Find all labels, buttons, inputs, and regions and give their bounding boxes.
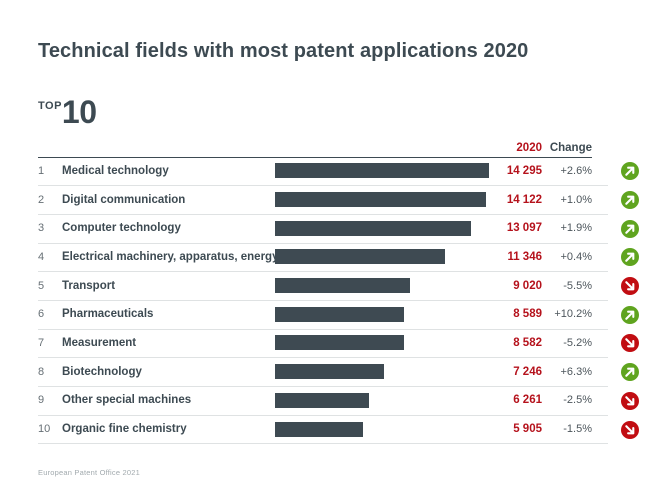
value-2020: 14 295 xyxy=(506,164,542,177)
value-bar xyxy=(275,306,404,322)
table-row: 2 Digital communication 14 122 +1.0% xyxy=(38,186,639,215)
field-label: Transport xyxy=(62,279,116,292)
field-label: Organic fine chemistry xyxy=(62,423,187,436)
table-row: 1 Medical technology 14 295 +2.6% xyxy=(38,157,639,187)
page-title: Technical fields with most patent applic… xyxy=(38,40,529,62)
trend-up-icon xyxy=(621,248,639,267)
change-percent: -5.5% xyxy=(563,279,592,292)
field-label: Medical technology xyxy=(62,164,169,177)
field-label: Computer technology xyxy=(62,222,181,235)
trend-down-icon xyxy=(621,391,639,410)
source-caption: European Patent Office 2021 xyxy=(38,467,140,477)
value-2020: 8 589 xyxy=(513,308,542,321)
value-bar xyxy=(275,163,489,179)
value-bar xyxy=(275,220,472,236)
change-percent: +1.0% xyxy=(560,193,593,206)
table-row: 8 Biotechnology 7 246 +6.3% xyxy=(38,358,639,387)
field-label: Pharmaceuticals xyxy=(62,308,154,321)
trend-down-icon xyxy=(621,277,639,296)
rank-number: 4 xyxy=(38,250,45,263)
table-header-row: 2020 Change xyxy=(38,140,623,158)
trend-up-icon xyxy=(621,191,639,210)
rank-number: 9 xyxy=(38,394,45,407)
change-percent: +1.9% xyxy=(560,222,593,235)
change-percent: -5.2% xyxy=(563,336,592,349)
change-percent: +6.3% xyxy=(560,365,593,378)
change-percent: +2.6% xyxy=(560,164,593,177)
rank-number: 7 xyxy=(38,336,45,349)
value-2020: 5 905 xyxy=(513,423,542,436)
trend-down-icon xyxy=(621,420,639,439)
rank-number: 2 xyxy=(38,193,45,206)
value-bar xyxy=(275,421,364,437)
column-header-2020: 2020 xyxy=(516,142,542,154)
rank-number: 8 xyxy=(38,365,45,378)
value-bar xyxy=(275,192,487,208)
change-percent: -1.5% xyxy=(563,423,592,436)
rank-number: 5 xyxy=(38,279,45,292)
field-label: Other special machines xyxy=(62,394,192,407)
ranking-table: 2020 Change 1 Medical technology 14 295 … xyxy=(38,140,639,445)
table-row: 7 Measurement 8 582 -5.2% xyxy=(38,329,639,359)
value-2020: 9 020 xyxy=(513,279,542,292)
column-header-change: Change xyxy=(549,142,592,154)
change-percent: +0.4% xyxy=(560,250,593,263)
value-bar xyxy=(275,364,384,380)
table-body: 1 Medical technology 14 295 +2.6% 2 Digi… xyxy=(38,157,639,445)
top10-word: TOP xyxy=(38,100,62,112)
change-percent: -2.5% xyxy=(563,394,592,407)
table-row: 5 Transport 9 020 -5.5% xyxy=(38,272,639,301)
top10-number: 10 xyxy=(61,94,97,130)
value-bar xyxy=(275,249,445,265)
value-bar xyxy=(275,335,404,351)
change-percent: +10.2% xyxy=(554,308,592,321)
value-2020: 7 246 xyxy=(513,365,542,378)
rank-number: 10 xyxy=(38,423,51,436)
field-label: Digital communication xyxy=(62,193,186,206)
trend-up-icon xyxy=(621,219,639,238)
header-spacer-icon xyxy=(587,140,605,158)
field-label: Electrical machinery, apparatus, energy xyxy=(62,250,279,263)
table-row: 10 Organic fine chemistry 5 905 -1.5% xyxy=(38,415,639,445)
value-2020: 8 582 xyxy=(513,336,542,349)
trend-up-icon xyxy=(621,305,639,324)
table-row: 9 Other special machines 6 261 -2.5% xyxy=(38,387,639,416)
value-2020: 13 097 xyxy=(506,222,542,235)
rank-number: 1 xyxy=(38,164,45,177)
value-2020: 6 261 xyxy=(513,394,542,407)
value-2020: 11 346 xyxy=(507,250,542,263)
value-bar xyxy=(275,278,410,294)
field-label: Biotechnology xyxy=(62,365,142,378)
rank-number: 3 xyxy=(38,222,45,235)
rank-number: 6 xyxy=(38,308,45,321)
value-2020: 14 122 xyxy=(506,193,542,206)
table-row: 4 Electrical machinery, apparatus, energ… xyxy=(38,243,639,273)
top10-badge: TOP 10 xyxy=(38,94,623,130)
trend-up-icon xyxy=(621,363,639,382)
field-label: Measurement xyxy=(62,336,137,349)
value-bar xyxy=(275,392,369,408)
table-row: 6 Pharmaceuticals 8 589 +10.2% xyxy=(38,300,639,330)
table-row: 3 Computer technology 13 097 +1.9% xyxy=(38,214,639,244)
trend-down-icon xyxy=(621,334,639,353)
trend-up-icon xyxy=(621,162,639,181)
